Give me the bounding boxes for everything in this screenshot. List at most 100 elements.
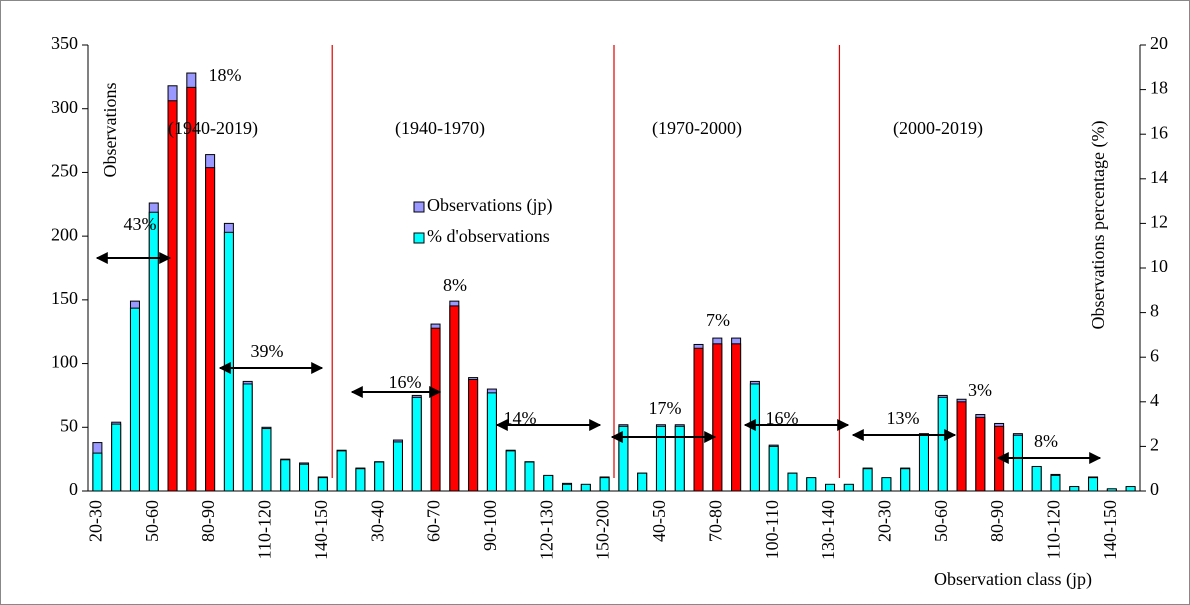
bar (486, 392, 497, 492)
bar (1012, 434, 1023, 492)
bar (411, 396, 422, 492)
bar (881, 477, 892, 492)
bar (731, 343, 742, 492)
x-tick-label: 20-30 (875, 500, 895, 542)
bar (242, 383, 253, 492)
bar (148, 211, 159, 492)
bar (900, 468, 911, 492)
legend-label: Observations (jp) (427, 195, 552, 216)
y2-tick-label: 4 (1150, 390, 1159, 410)
x-tick-label: 110-120 (255, 500, 275, 559)
bar (580, 483, 591, 492)
x-tick-label: 50-60 (931, 500, 951, 542)
y2-tick-label: 18 (1150, 78, 1168, 98)
y2-tick-label: 0 (1150, 479, 1159, 499)
bar (806, 477, 817, 492)
y2-tick-label: 8 (1150, 301, 1159, 321)
bar (637, 472, 648, 492)
range-label: 16% (389, 372, 422, 392)
bar (712, 343, 723, 492)
period-label: (1940-2019) (168, 118, 258, 139)
range-label: 14% (504, 408, 537, 428)
bar (468, 379, 479, 492)
y-axis-title: Observations (100, 83, 120, 178)
bar (937, 396, 948, 492)
x-tick-label: 150-200 (593, 500, 613, 560)
bar (430, 327, 441, 492)
bar (392, 441, 403, 492)
y2-tick-label: 12 (1150, 212, 1168, 232)
bar (374, 461, 385, 492)
bar (336, 450, 347, 492)
period-label: (2000-2019) (893, 118, 983, 139)
bar (317, 477, 328, 492)
range-label: 17% (649, 398, 682, 418)
bar (1125, 486, 1136, 492)
y-tick-label: 50 (60, 415, 78, 435)
bar (862, 468, 873, 492)
range-label: 8% (1034, 431, 1058, 451)
bar (1031, 465, 1042, 492)
bar (1050, 474, 1061, 492)
bar (825, 483, 836, 492)
bar (1069, 486, 1080, 492)
bar (186, 86, 197, 492)
y-tick-label: 300 (51, 97, 78, 117)
range-label: 43% (124, 214, 157, 234)
peak-label: 18% (209, 65, 242, 85)
legend-swatch (413, 201, 425, 213)
y2-tick-label: 6 (1150, 345, 1159, 365)
bar (956, 401, 967, 492)
bar (167, 100, 178, 492)
y-tick-label: 100 (51, 352, 78, 372)
bar (449, 305, 460, 492)
peak-label: 3% (968, 380, 992, 400)
bar (599, 477, 610, 492)
x-tick-label: 70-80 (705, 500, 725, 542)
period-label: (1970-2000) (652, 118, 742, 139)
bar (524, 461, 535, 492)
bar (768, 445, 779, 492)
y2-tick-label: 20 (1150, 33, 1168, 53)
range-label: 16% (766, 408, 799, 428)
x-tick-label: 80-90 (987, 500, 1007, 542)
bar (299, 463, 310, 492)
bar (918, 434, 929, 492)
x-tick-label: 140-150 (311, 500, 331, 560)
bar (749, 383, 760, 492)
bar (543, 474, 554, 492)
y2-tick-label: 10 (1150, 256, 1168, 276)
y-tick-label: 0 (69, 479, 78, 499)
x-tick-label: 20-30 (86, 500, 106, 542)
x-tick-label: 40-50 (649, 500, 669, 542)
y-tick-label: 150 (51, 288, 78, 308)
x-tick-label: 50-60 (142, 500, 162, 542)
y2-tick-label: 14 (1150, 167, 1168, 187)
x-tick-label: 100-110 (762, 500, 782, 559)
y2-axis-title: Observations percentage (%) (1088, 121, 1109, 330)
y-tick-label: 350 (51, 33, 78, 53)
period-label: (1940-1970) (395, 118, 485, 139)
bar (92, 452, 103, 492)
peak-label: 8% (443, 275, 467, 295)
bar (355, 468, 366, 492)
y-tick-label: 250 (51, 161, 78, 181)
x-tick-label: 110-120 (1044, 500, 1064, 559)
legend-label: % d'observations (427, 226, 550, 246)
bar (1088, 477, 1099, 492)
y2-tick-label: 2 (1150, 435, 1159, 455)
x-tick-label: 130-140 (818, 500, 838, 560)
range-label: 39% (251, 341, 284, 361)
x-tick-label: 140-150 (1100, 500, 1120, 560)
bar (505, 450, 516, 492)
y-tick-label: 200 (51, 224, 78, 244)
bar (562, 483, 573, 492)
x-tick-label: 120-130 (536, 500, 556, 560)
bar (655, 425, 666, 492)
bar (787, 472, 798, 492)
x-tick-label: 30-40 (367, 500, 387, 542)
bar (693, 347, 704, 492)
bar (843, 483, 854, 492)
